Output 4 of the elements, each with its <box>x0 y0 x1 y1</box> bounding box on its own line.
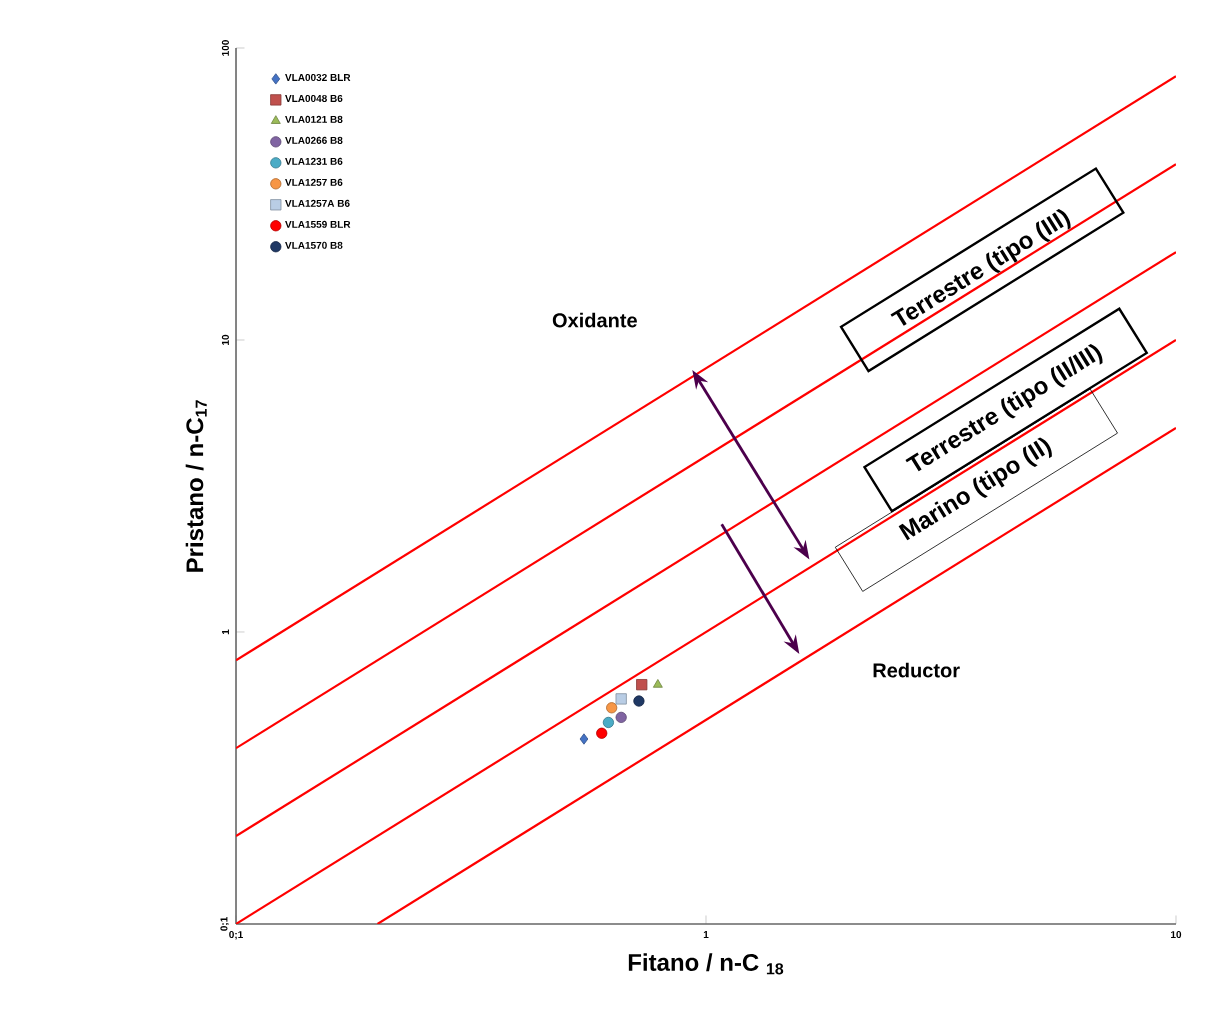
y-axis-title: Pristano / n-C$_{17}$ <box>185 400 207 572</box>
annotation: Reductor <box>873 662 960 678</box>
annotation: Oxidante <box>552 312 637 328</box>
x-axis-title: Fitano / n-C $_{18}$ <box>628 953 784 975</box>
